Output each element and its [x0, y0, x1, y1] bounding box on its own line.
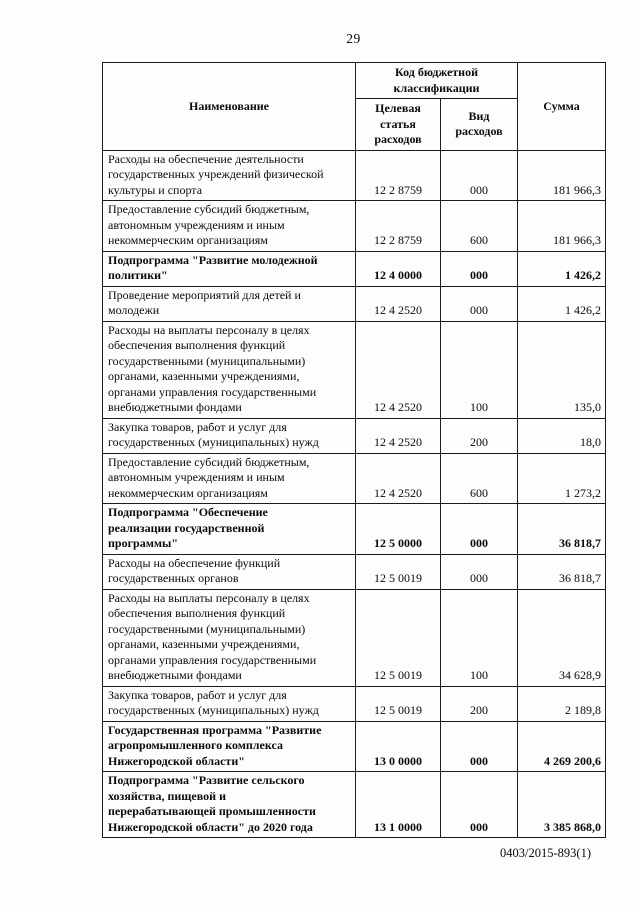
row-code: 12 5 0019: [355, 588, 441, 687]
row-code: 12 4 2520: [355, 320, 441, 419]
row-expense-type: 100: [439, 320, 519, 419]
row-name: Закупка товаров, работ и услуг для госуд…: [102, 685, 356, 722]
row-expense-type: 000: [439, 250, 519, 287]
column-header-code-group: Код бюджетной классификации: [354, 62, 519, 99]
row-name: Проведение мероприятий для детей и молод…: [102, 285, 356, 322]
header-row-top: Наименование Код бюджетной классификации…: [102, 62, 607, 151]
row-name: Подпрограмма "Развитие сельского хозяйст…: [102, 771, 356, 838]
row-expense-type: 000: [439, 771, 519, 838]
page-number: 29: [346, 31, 361, 46]
row-sum: 1 426,2: [517, 250, 607, 287]
row-name: Подпрограмма "Обеспечение реализации гос…: [102, 503, 356, 555]
row-name: Расходы на выплаты персоналу в целях обе…: [102, 588, 356, 687]
row-code: 12 5 0019: [355, 553, 441, 590]
row-sum: 181 966,3: [517, 149, 607, 201]
table-row: Расходы на обеспечение деятельности госу…: [102, 149, 607, 201]
row-sum: 18,0: [517, 417, 607, 454]
row-code: 13 0 0000: [355, 720, 441, 772]
row-sum: 135,0: [517, 320, 607, 419]
row-code: 12 2 8759: [355, 149, 441, 201]
column-header-name: Наименование: [102, 62, 356, 151]
table-row-subprogram: Подпрограмма "Развитие молодежной полити…: [102, 250, 607, 287]
column-header-sum: Сумма: [517, 62, 607, 151]
row-name: Предоставление субсидий бюджетным, автон…: [102, 200, 356, 252]
row-expense-type: 000: [439, 720, 519, 772]
row-expense-type: 000: [439, 285, 519, 322]
row-sum: 1 273,2: [517, 452, 607, 504]
header-row-sub: Целевая статья расходов Вид расходов: [103, 98, 606, 151]
column-header-target-article: Целевая статья расходов: [355, 98, 441, 151]
row-sum: 34 628,9: [517, 588, 607, 687]
row-expense-type: 200: [439, 417, 519, 454]
row-name: Расходы на выплаты персоналу в целях обе…: [102, 320, 356, 419]
budget-table: Наименование Код бюджетной классификации…: [102, 62, 607, 838]
table-row: Предоставление субсидий бюджетным, автон…: [102, 452, 607, 504]
table-row: Закупка товаров, работ и услуг для госуд…: [102, 685, 607, 722]
row-code: 12 5 0019: [355, 685, 441, 722]
row-expense-type: 200: [439, 685, 519, 722]
row-expense-type: 000: [439, 553, 519, 590]
row-name: Расходы на обеспечение деятельности госу…: [102, 149, 356, 201]
column-header-expense-type: Вид расходов: [439, 98, 519, 151]
row-name: Подпрограмма "Развитие молодежной полити…: [102, 250, 356, 287]
row-expense-type: 600: [439, 200, 519, 252]
table-row-subprogram: Подпрограмма "Обеспечение реализации гос…: [102, 503, 607, 555]
table-row: Расходы на обеспечение функций государст…: [102, 553, 607, 590]
row-code: 12 4 2520: [355, 452, 441, 504]
row-sum: 4 269 200,6: [517, 720, 607, 772]
row-code: 12 2 8759: [355, 200, 441, 252]
row-name: Расходы на обеспечение функций государст…: [102, 553, 356, 590]
table-row: Проведение мероприятий для детей и молод…: [102, 285, 607, 322]
row-sum: 1 426,2: [517, 285, 607, 322]
row-name: Закупка товаров, работ и услуг для госуд…: [102, 417, 356, 454]
row-name: Государственная программа "Развитие агро…: [102, 720, 356, 772]
row-code: 12 4 2520: [355, 285, 441, 322]
row-sum: 181 966,3: [517, 200, 607, 252]
row-code: 12 4 2520: [355, 417, 441, 454]
table-row: Расходы на выплаты персоналу в целях обе…: [102, 588, 607, 687]
table-row: Закупка товаров, работ и услуг для госуд…: [102, 417, 607, 454]
row-sum: 3 385 868,0: [517, 771, 607, 838]
table-row-subprogram: Подпрограмма "Развитие сельского хозяйст…: [102, 771, 607, 838]
row-sum: 36 818,7: [517, 503, 607, 555]
table-row: Предоставление субсидий бюджетным, автон…: [102, 200, 607, 252]
row-code: 13 1 0000: [355, 771, 441, 838]
document-reference: 0403/2015-893(1): [500, 846, 591, 860]
row-sum: 2 189,8: [517, 685, 607, 722]
table-row: Расходы на выплаты персоналу в целях обе…: [102, 320, 607, 419]
row-expense-type: 000: [439, 149, 519, 201]
table-header: Наименование Код бюджетной классификации…: [102, 62, 607, 151]
row-code: 12 4 0000: [355, 250, 441, 287]
row-sum: 36 818,7: [517, 553, 607, 590]
row-name: Предоставление субсидий бюджетным, автон…: [102, 452, 356, 504]
row-expense-type: 600: [439, 452, 519, 504]
row-expense-type: 000: [439, 503, 519, 555]
row-expense-type: 100: [439, 588, 519, 687]
table-row-program: Государственная программа "Развитие агро…: [102, 720, 607, 772]
row-code: 12 5 0000: [355, 503, 441, 555]
